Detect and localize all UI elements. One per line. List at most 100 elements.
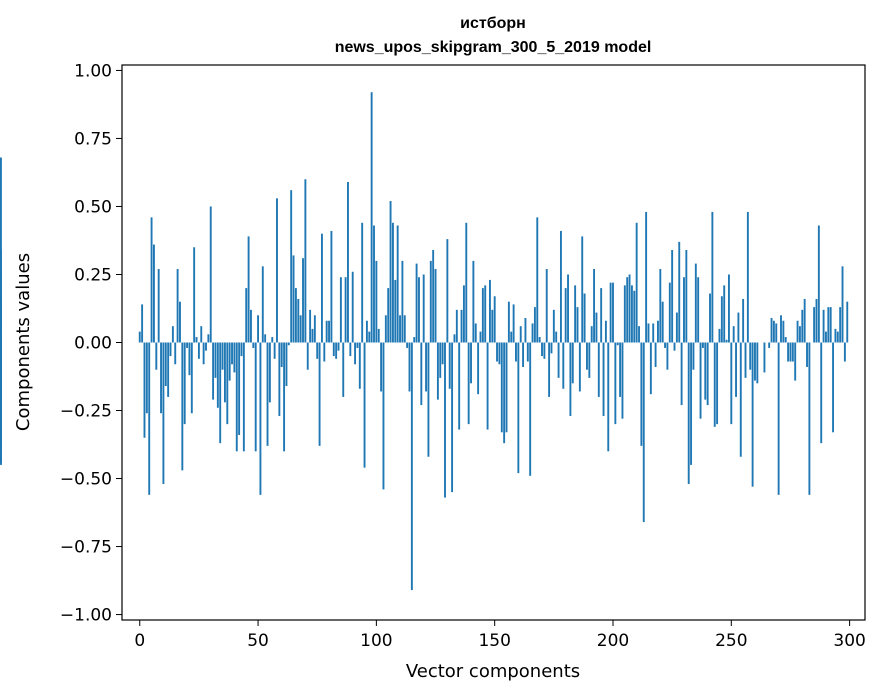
bar [299, 315, 302, 343]
bar [664, 342, 666, 348]
bar [141, 304, 144, 343]
bar [271, 337, 274, 343]
bar [798, 326, 801, 343]
bar [446, 239, 449, 343]
bar [264, 334, 267, 343]
bar [143, 342, 146, 438]
bar [704, 342, 707, 400]
bar [616, 342, 619, 346]
bar [427, 342, 430, 457]
bar [491, 309, 494, 343]
bar [519, 326, 522, 343]
bar [503, 342, 506, 444]
bar [749, 342, 752, 370]
bar [349, 342, 352, 357]
bar [780, 315, 782, 343]
bar [787, 342, 790, 362]
bar [458, 342, 461, 430]
bar [621, 342, 624, 419]
bar [384, 315, 387, 343]
bar [555, 331, 558, 343]
bar [396, 225, 399, 343]
bar [325, 320, 328, 343]
bar [183, 342, 186, 425]
bar [451, 342, 454, 493]
bar [486, 342, 489, 430]
bar [403, 315, 406, 343]
bar [794, 342, 797, 381]
bar [536, 217, 539, 343]
bar [254, 342, 257, 452]
bar [723, 285, 726, 343]
x-tick-label: 100 [360, 631, 392, 651]
bar [737, 312, 740, 343]
bar [219, 342, 222, 444]
bar [347, 181, 349, 343]
bar [789, 342, 792, 362]
bar [822, 309, 825, 343]
bar [770, 318, 773, 343]
bar [628, 274, 631, 343]
bar [671, 250, 674, 343]
bar [839, 307, 842, 343]
bar [214, 342, 217, 378]
bar [145, 342, 148, 414]
bar [538, 337, 541, 343]
bar [311, 328, 314, 343]
bar [413, 337, 416, 343]
bar [226, 342, 229, 425]
bar [583, 293, 586, 343]
bar [387, 288, 390, 343]
bar [510, 331, 513, 343]
bar [195, 337, 198, 343]
bar [638, 326, 640, 343]
x-axis-label: Vector components [406, 661, 580, 682]
bar [645, 211, 648, 343]
bar [212, 342, 215, 400]
bar [751, 342, 754, 487]
bar [730, 342, 733, 425]
y-tick-label: 0.00 [74, 334, 112, 354]
bar [479, 331, 482, 343]
bar [181, 342, 184, 471]
bar [716, 342, 719, 425]
bar [515, 342, 517, 362]
bar [313, 315, 316, 343]
bar [623, 285, 626, 343]
y-tick-label: 0.25 [74, 265, 112, 285]
bar [843, 342, 846, 362]
bar [233, 342, 236, 373]
bar [193, 247, 196, 343]
bar [817, 225, 820, 343]
bar [375, 260, 378, 343]
bar [531, 323, 534, 343]
bar [803, 298, 806, 343]
bar [441, 342, 444, 365]
bar [694, 263, 697, 343]
bar [507, 301, 510, 343]
bar [711, 211, 714, 343]
chart-title: истборн [460, 15, 526, 32]
bar [559, 230, 562, 343]
bar [138, 331, 141, 343]
bar [285, 342, 288, 387]
bar [820, 342, 823, 444]
bar [659, 269, 662, 343]
bar-series [0, 92, 849, 591]
bar [720, 296, 723, 343]
bar [692, 342, 695, 370]
bar [652, 323, 655, 343]
bar [339, 277, 342, 343]
bar [604, 320, 607, 343]
bar [157, 269, 160, 343]
bar [209, 206, 212, 343]
bar [690, 342, 693, 465]
bar [477, 342, 480, 395]
bar [432, 250, 435, 343]
bar [626, 277, 629, 343]
bar [567, 274, 569, 343]
bar [701, 342, 704, 348]
bar [578, 342, 581, 392]
bar [420, 342, 423, 406]
y-tick-label: 0.75 [74, 129, 112, 149]
